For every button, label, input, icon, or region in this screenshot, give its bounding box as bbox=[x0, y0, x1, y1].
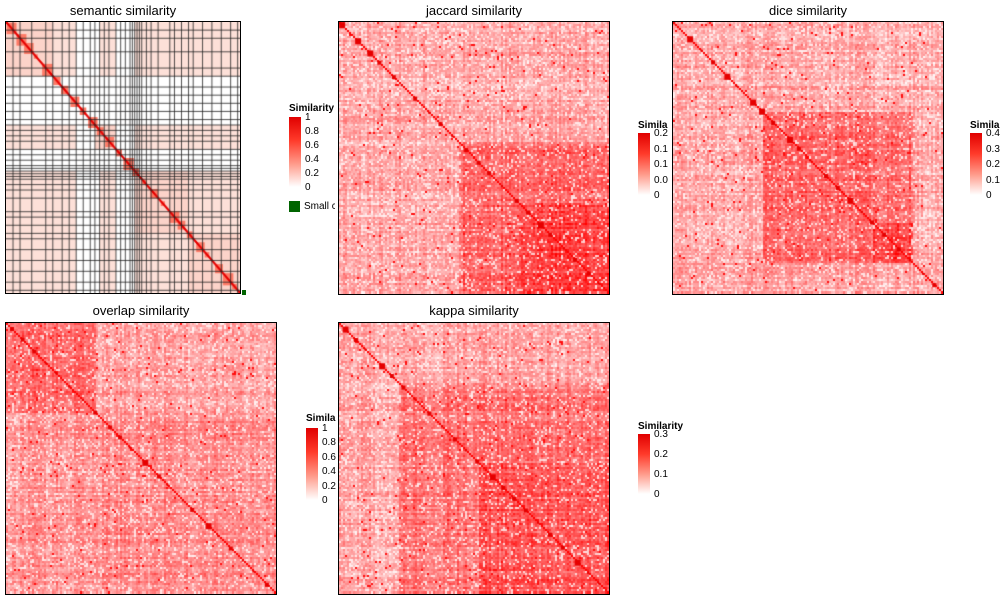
legend-title: Similarity bbox=[289, 103, 335, 114]
jaccard-legend: Similarity 0.2 0.1 0.1 0.0 0 bbox=[638, 120, 668, 202]
legend-tick-label: 0.1 bbox=[986, 174, 1000, 186]
jaccard-heatmap-cells bbox=[339, 22, 609, 294]
semantic-heatmap-title: semantic similarity bbox=[69, 3, 177, 18]
legend-title: Similarity bbox=[638, 421, 684, 432]
small-cluster-swatch bbox=[289, 201, 300, 212]
semantic-legend: Similarity 1 0.8 0.6 0.4 0.2 0 Small c bbox=[289, 103, 335, 218]
semantic-small-cluster-bar bbox=[242, 290, 246, 295]
legend-tick-label: 0.0 bbox=[654, 174, 668, 186]
legend-tick-label: 0 bbox=[654, 190, 660, 201]
legend-tick-label: 0.6 bbox=[322, 451, 336, 463]
legend-tick-label: 0 bbox=[654, 489, 660, 500]
kappa-similarity-heatmap bbox=[338, 322, 610, 595]
semantic-similarity-heatmap bbox=[5, 21, 241, 294]
legend-tick-label: 0.2 bbox=[305, 168, 319, 179]
dice-heatmap-cells bbox=[673, 22, 943, 294]
semantic-heatmap-cells bbox=[6, 22, 240, 293]
legend-tick-label: 0.8 bbox=[322, 437, 336, 449]
legend-tick-label: 0.2 bbox=[654, 449, 668, 460]
dice-legend: Similarity 0.4 0.3 0.2 0.1 0 bbox=[970, 120, 1000, 202]
legend-color-bar bbox=[306, 428, 318, 500]
legend-tick-label: 0.4 bbox=[986, 128, 1000, 139]
legend-tick-label: 0.1 bbox=[654, 159, 668, 170]
legend-tick-label: 0 bbox=[322, 495, 328, 506]
legend-tick-label: 0 bbox=[305, 182, 311, 193]
overlap-heatmap-title: overlap similarity bbox=[92, 303, 190, 318]
legend-tick-label: 0.1 bbox=[654, 143, 668, 155]
legend-tick-label: 0.2 bbox=[654, 128, 668, 139]
overlap-similarity-heatmap bbox=[5, 322, 277, 595]
jaccard-similarity-heatmap bbox=[338, 21, 610, 295]
jaccard-heatmap-title: jaccard similarity bbox=[425, 3, 523, 18]
legend-tick-label: 0 bbox=[986, 190, 992, 201]
dice-heatmap-title: dice similarity bbox=[768, 3, 847, 18]
legend-color-bar bbox=[970, 133, 982, 195]
small-cluster-key: Small c bbox=[289, 201, 335, 212]
legend-tick-label: 0.2 bbox=[322, 480, 336, 492]
overlap-heatmap-cells bbox=[6, 323, 276, 594]
legend-tick-label: 0.4 bbox=[305, 154, 319, 165]
legend-color-bar bbox=[289, 117, 301, 187]
small-cluster-label: Small c bbox=[304, 201, 335, 213]
legend-title: Similarity bbox=[970, 120, 1000, 131]
legend-tick-label: 0.6 bbox=[305, 140, 319, 151]
legend-color-bar bbox=[638, 434, 650, 494]
legend-title: Simila bbox=[306, 413, 336, 424]
legend-color-bar bbox=[638, 133, 650, 195]
legend-tick-label: 0.3 bbox=[654, 429, 668, 440]
kappa-legend: Similarity 0.3 0.2 0.1 0 bbox=[638, 421, 698, 501]
overlap-legend: Simila 1 0.8 0.6 0.4 0.2 0 bbox=[306, 413, 336, 508]
kappa-heatmap-title: kappa similarity bbox=[429, 303, 519, 318]
legend-tick-label: 0.4 bbox=[322, 466, 336, 478]
legend-tick-label: 0.1 bbox=[654, 469, 668, 480]
dice-similarity-heatmap bbox=[672, 21, 944, 295]
legend-title: Similarity bbox=[638, 120, 668, 131]
legend-tick-label: 0.8 bbox=[305, 126, 319, 137]
kappa-heatmap-cells bbox=[339, 323, 609, 594]
legend-tick-label: 1 bbox=[305, 112, 311, 123]
legend-tick-label: 1 bbox=[322, 423, 328, 434]
legend-tick-label: 0.3 bbox=[986, 143, 1000, 155]
legend-tick-label: 0.2 bbox=[986, 159, 1000, 170]
